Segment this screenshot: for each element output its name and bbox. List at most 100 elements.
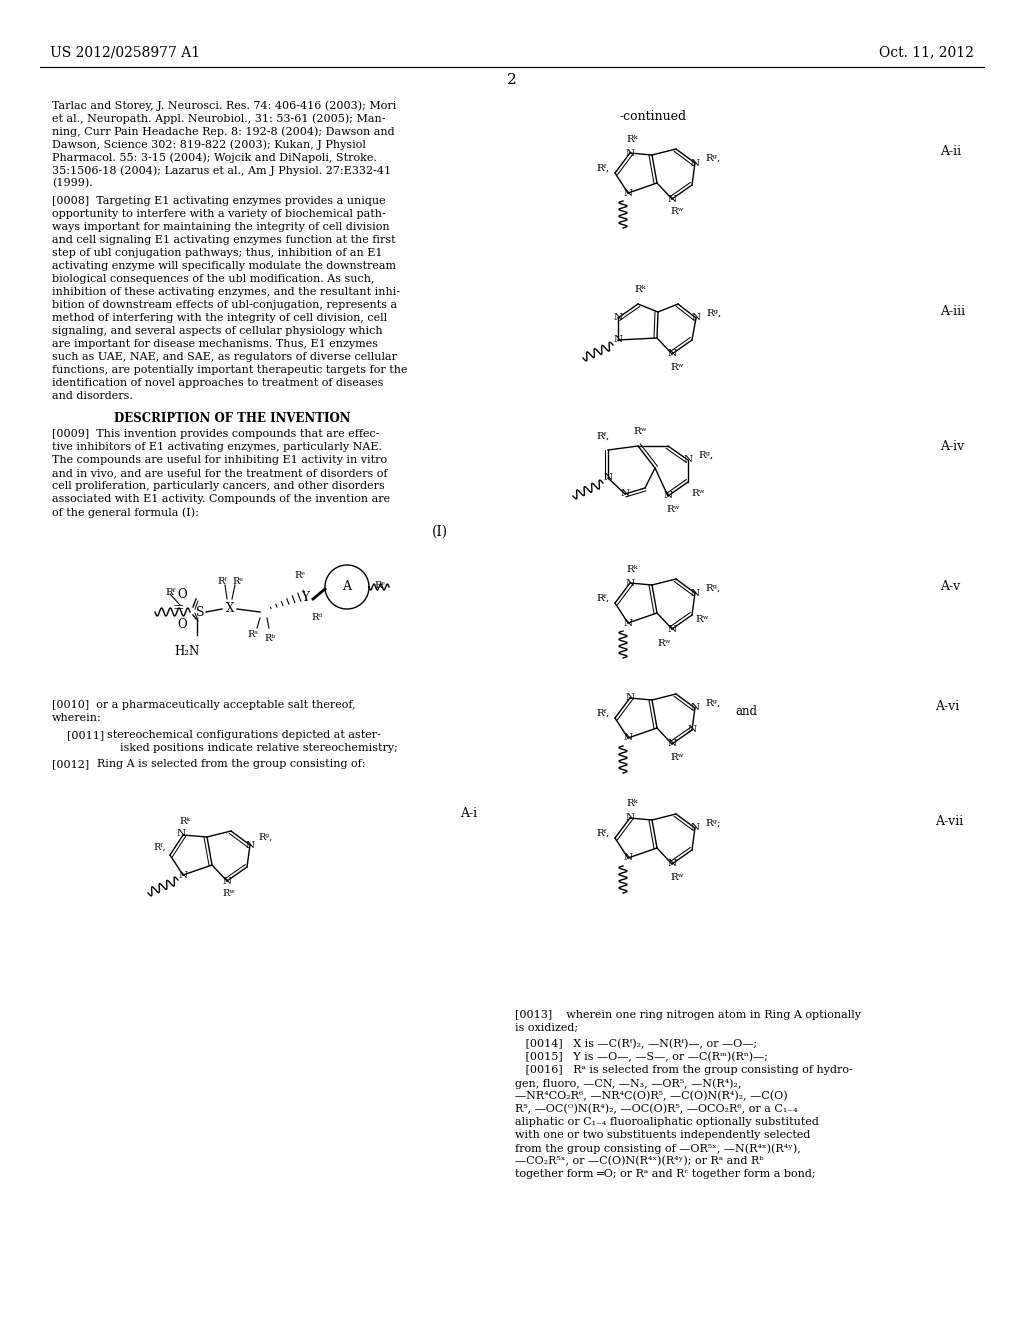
Text: A-iv: A-iv xyxy=(940,440,965,453)
Text: [0012]: [0012] xyxy=(52,759,89,770)
Text: N: N xyxy=(178,870,187,879)
Text: method of interfering with the integrity of cell division, cell: method of interfering with the integrity… xyxy=(52,313,387,323)
Text: Rᶠ,: Rᶠ, xyxy=(596,829,609,837)
Text: A-i: A-i xyxy=(460,807,477,820)
Text: A-ii: A-ii xyxy=(940,145,962,158)
Text: N: N xyxy=(691,314,700,322)
Text: Rᶠ,: Rᶠ, xyxy=(596,709,609,718)
Text: N: N xyxy=(668,859,677,869)
Text: Rʷ: Rʷ xyxy=(222,890,236,899)
Text: —CO₂R⁵ˣ, or —C(O)N(R⁴ˣ)(R⁴ʸ); or Rᵃ and Rᵇ: —CO₂R⁵ˣ, or —C(O)N(R⁴ˣ)(R⁴ʸ); or Rᵃ and … xyxy=(515,1156,764,1167)
Text: N: N xyxy=(222,876,231,886)
Text: with one or two substituents independently selected: with one or two substituents independent… xyxy=(515,1130,810,1140)
Text: N: N xyxy=(690,704,699,713)
Text: et al., Neuropath. Appl. Neurobiol., 31: 53-61 (2005); Man-: et al., Neuropath. Appl. Neurobiol., 31:… xyxy=(52,114,385,124)
Text: Oct. 11, 2012: Oct. 11, 2012 xyxy=(880,45,974,59)
Text: 35:1506-18 (2004); Lazarus et al., Am J Physiol. 27:E332-41: 35:1506-18 (2004); Lazarus et al., Am J … xyxy=(52,165,391,176)
Text: S: S xyxy=(196,606,204,619)
Text: US 2012/0258977 A1: US 2012/0258977 A1 xyxy=(50,45,200,59)
Text: —NR⁴CO₂R⁶, —NR⁴C(O)R⁵, —C(O)N(R⁴)₂, —C(O): —NR⁴CO₂R⁶, —NR⁴C(O)R⁵, —C(O)N(R⁴)₂, —C(O… xyxy=(515,1092,787,1101)
Text: Rᵏ: Rᵏ xyxy=(634,285,646,294)
Text: Y: Y xyxy=(301,591,309,605)
Text: [0015]   Y is —O—, —S—, or —C(Rᵐ)(Rⁿ)—;: [0015] Y is —O—, —S—, or —C(Rᵐ)(Rⁿ)—; xyxy=(515,1052,768,1063)
Text: =: = xyxy=(172,601,184,615)
Text: Rᵍ,: Rᵍ, xyxy=(259,833,273,842)
Text: Rᶠ,: Rᶠ, xyxy=(596,432,609,441)
Text: activating enzyme will specifically modulate the downstream: activating enzyme will specifically modu… xyxy=(52,261,396,271)
Text: N: N xyxy=(690,158,699,168)
Text: Rʷ: Rʷ xyxy=(633,428,647,437)
Text: such as UAE, NAE, and SAE, as regulators of diverse cellular: such as UAE, NAE, and SAE, as regulators… xyxy=(52,352,397,362)
Text: and cell signaling E1 activating enzymes function at the first: and cell signaling E1 activating enzymes… xyxy=(52,235,395,246)
Text: N: N xyxy=(668,194,677,203)
Text: N: N xyxy=(683,455,692,465)
Text: Rᵉ: Rᵉ xyxy=(374,581,385,590)
Text: Rᵍ,: Rᵍ, xyxy=(707,309,722,318)
Text: N: N xyxy=(626,149,635,157)
Text: Tarlac and Storey, J. Neurosci. Res. 74: 406-416 (2003); Mori: Tarlac and Storey, J. Neurosci. Res. 74:… xyxy=(52,100,396,111)
Text: H₂N: H₂N xyxy=(174,645,200,657)
Text: N: N xyxy=(603,474,612,483)
Text: Rᵏ: Rᵏ xyxy=(627,135,638,144)
Text: Rᵉ: Rᵉ xyxy=(295,572,305,579)
Text: A: A xyxy=(342,581,351,594)
Text: N: N xyxy=(668,350,677,359)
Text: signaling, and several aspects of cellular physiology which: signaling, and several aspects of cellul… xyxy=(52,326,383,337)
Text: Rʷ: Rʷ xyxy=(695,615,709,624)
Text: Rᵏ: Rᵏ xyxy=(179,817,190,825)
Text: The compounds are useful for inhibiting E1 activity in vitro: The compounds are useful for inhibiting … xyxy=(52,455,387,465)
Text: N: N xyxy=(664,491,673,500)
Text: N: N xyxy=(668,739,677,748)
Text: -continued: -continued xyxy=(620,110,687,123)
Text: identification of novel approaches to treatment of diseases: identification of novel approaches to tr… xyxy=(52,378,384,388)
Text: Rʷ: Rʷ xyxy=(670,363,684,371)
Text: N: N xyxy=(626,693,635,702)
Text: Dawson, Science 302: 819-822 (2003); Kukan, J Physiol: Dawson, Science 302: 819-822 (2003); Kuk… xyxy=(52,139,366,149)
Text: bition of downstream effects of ubl-conjugation, represents a: bition of downstream effects of ubl-conj… xyxy=(52,300,397,310)
Text: N: N xyxy=(176,829,185,838)
Text: Rᵍ,: Rᵍ, xyxy=(706,698,721,708)
Text: Rʷ: Rʷ xyxy=(670,752,684,762)
Text: is oxidized;: is oxidized; xyxy=(515,1023,579,1034)
Text: N: N xyxy=(613,314,623,322)
Text: and in vivo, and are useful for the treatment of disorders of: and in vivo, and are useful for the trea… xyxy=(52,469,387,478)
Text: [0008]  Targeting E1 activating enzymes provides a unique: [0008] Targeting E1 activating enzymes p… xyxy=(52,195,386,206)
Text: Rʷ: Rʷ xyxy=(666,504,680,513)
Text: [0016]   Rᵃ is selected from the group consisting of hydro-: [0016] Rᵃ is selected from the group con… xyxy=(515,1065,853,1074)
Text: associated with E1 activity. Compounds of the invention are: associated with E1 activity. Compounds o… xyxy=(52,494,390,504)
Text: N: N xyxy=(626,578,635,587)
Text: Rᶠ,: Rᶠ, xyxy=(596,594,609,602)
Text: A-vii: A-vii xyxy=(935,814,964,828)
Text: N: N xyxy=(624,619,633,627)
Text: (1999).: (1999). xyxy=(52,178,93,189)
Text: N: N xyxy=(624,854,633,862)
Text: Rʷ: Rʷ xyxy=(691,490,705,499)
Text: Rᵉ: Rᵉ xyxy=(232,577,244,586)
Text: A-iii: A-iii xyxy=(940,305,966,318)
Text: N: N xyxy=(624,189,633,198)
Text: N: N xyxy=(246,841,255,850)
Text: (I): (I) xyxy=(432,525,449,539)
Text: N: N xyxy=(690,589,699,598)
Text: [0011]: [0011] xyxy=(67,730,104,741)
Text: DESCRIPTION OF THE INVENTION: DESCRIPTION OF THE INVENTION xyxy=(114,412,350,425)
Text: N: N xyxy=(624,734,633,742)
Text: Rᵃ: Rᵃ xyxy=(248,630,258,639)
Text: X: X xyxy=(226,602,234,615)
Text: 2: 2 xyxy=(507,73,517,87)
Text: together form ═O; or Rᵃ and Rᶜ together form a bond;: together form ═O; or Rᵃ and Rᶜ together … xyxy=(515,1170,816,1179)
Text: and: and xyxy=(735,705,757,718)
Text: biological consequences of the ubl modification. As such,: biological consequences of the ubl modif… xyxy=(52,275,375,284)
Text: O: O xyxy=(177,618,186,631)
Text: step of ubl conjugation pathways; thus, inhibition of an E1: step of ubl conjugation pathways; thus, … xyxy=(52,248,383,257)
Text: Rᵏ: Rᵏ xyxy=(627,565,638,573)
Text: Rʷ: Rʷ xyxy=(670,873,684,882)
Text: cell proliferation, particularly cancers, and other disorders: cell proliferation, particularly cancers… xyxy=(52,480,385,491)
Text: N: N xyxy=(613,335,623,345)
Text: N: N xyxy=(626,813,635,822)
Text: Rᵍ,: Rᵍ, xyxy=(698,450,714,459)
Text: [0010]  or a pharmaceutically acceptable salt thereof,: [0010] or a pharmaceutically acceptable … xyxy=(52,700,355,710)
Text: Rʷ: Rʷ xyxy=(657,639,671,648)
Text: Rᵏ: Rᵏ xyxy=(627,800,638,808)
Text: N: N xyxy=(668,624,677,634)
